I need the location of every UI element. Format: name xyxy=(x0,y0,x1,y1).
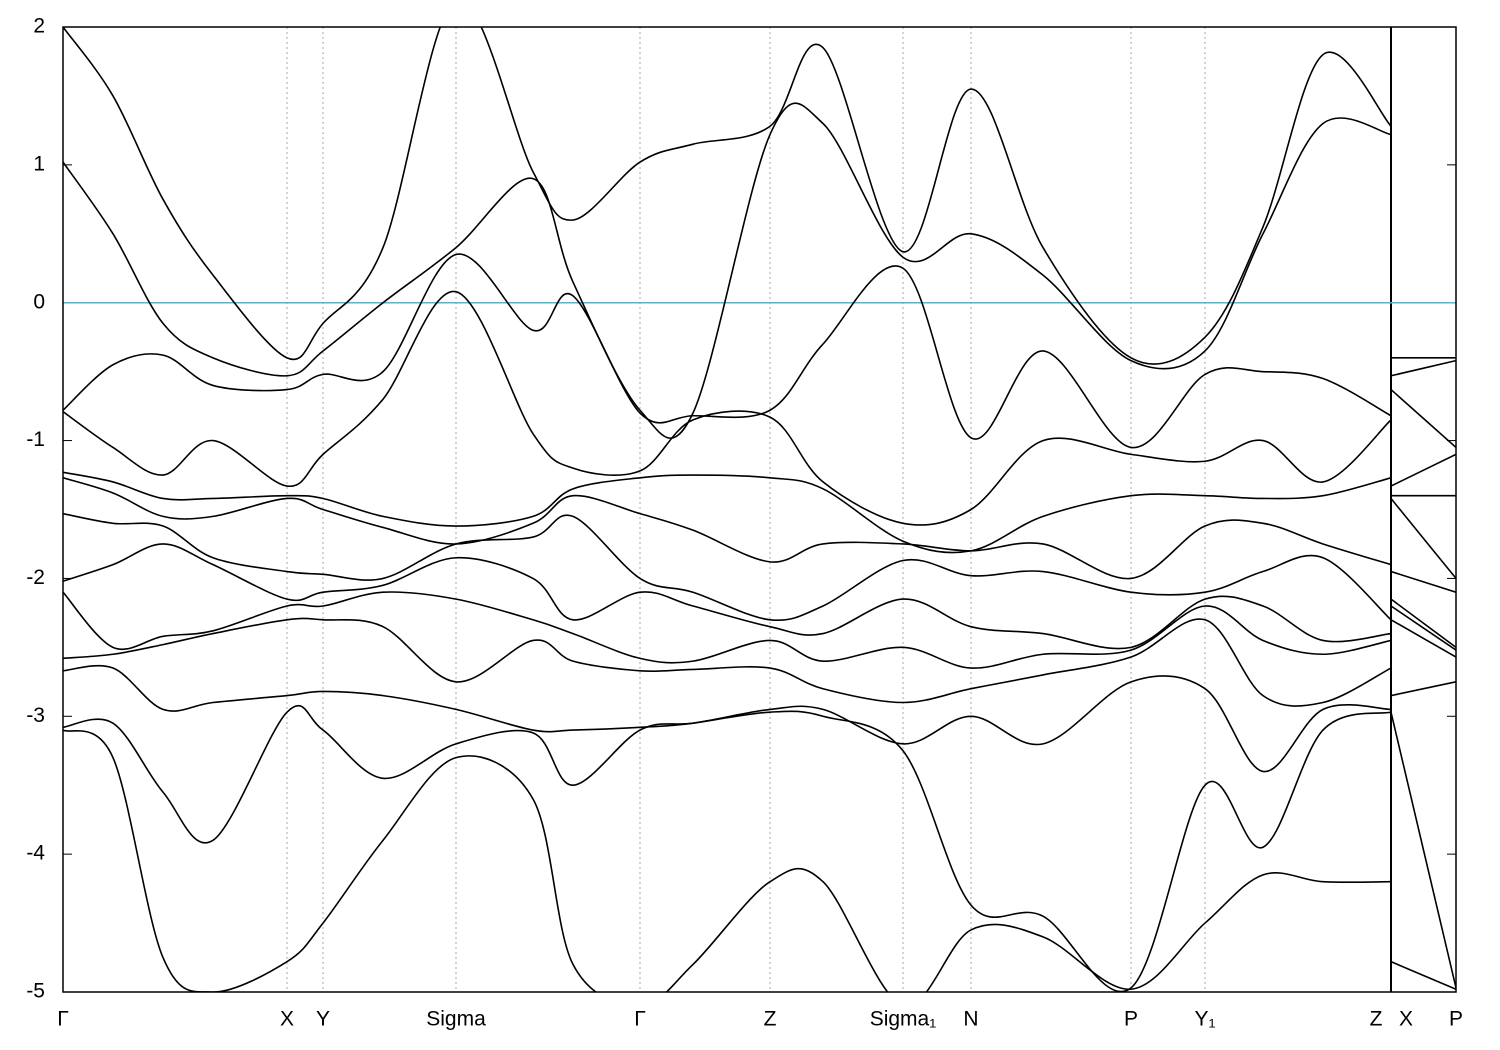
band-line xyxy=(63,543,1456,650)
band-line xyxy=(63,729,1456,992)
y-tick-label: 1 xyxy=(33,152,45,175)
band-line xyxy=(63,102,1456,439)
y-tick-label: -1 xyxy=(26,428,45,451)
x-tick-label: Sigma₁ xyxy=(870,1008,937,1031)
plot-frame xyxy=(62,26,1457,993)
band-line xyxy=(63,27,1456,365)
x-tick-label: Z xyxy=(1370,1008,1383,1031)
band-line xyxy=(63,512,1456,622)
y-tick-label: -5 xyxy=(26,980,45,1003)
band-line xyxy=(63,591,1456,669)
x-tick-label: X xyxy=(280,1008,294,1031)
x-tick-label: P xyxy=(1124,1008,1138,1031)
x-tick-label: P xyxy=(1449,1008,1463,1031)
y-tick-label: -3 xyxy=(26,704,45,727)
x-tick-label: Γ xyxy=(57,1008,69,1031)
band-line xyxy=(63,704,1456,992)
band-line xyxy=(63,253,1456,449)
band-line xyxy=(63,471,1456,554)
bands xyxy=(63,27,1456,992)
y-tick-label: -4 xyxy=(26,842,45,865)
x-tick-label: Sigma xyxy=(426,1008,486,1031)
x-tick-label: Y xyxy=(316,1008,330,1031)
y-tick-label: -2 xyxy=(26,566,45,589)
x-tick-label: N xyxy=(963,1008,978,1031)
x-tick-label: Z xyxy=(764,1008,777,1031)
band-line xyxy=(63,617,1456,707)
x-tick-label: Γ xyxy=(634,1008,646,1031)
x-tick-label: X xyxy=(1399,1008,1413,1031)
y-tick-label: 2 xyxy=(33,15,45,38)
band-line xyxy=(63,290,1456,526)
x-tick-label: Y₁ xyxy=(1194,1008,1215,1031)
y-tick-label: 0 xyxy=(33,290,45,313)
band-line xyxy=(63,477,1456,580)
